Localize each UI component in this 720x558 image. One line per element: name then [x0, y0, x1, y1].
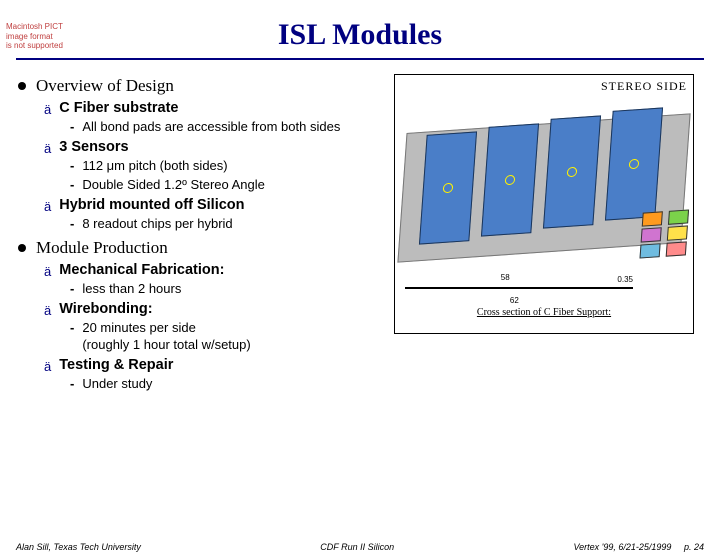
content-row: Overview of Design ä C Fiber substrate -…	[0, 60, 720, 392]
cross-section-label: Cross section of C Fiber Support:	[395, 307, 693, 318]
dash-icon: -	[70, 177, 74, 192]
dash-icon: -	[70, 158, 74, 173]
bullet-icon	[18, 244, 26, 252]
pict-warning: Macintosh PICT image format is not suppo…	[6, 22, 63, 51]
item-label: Wirebonding:	[59, 301, 152, 317]
sensor-shape	[481, 123, 539, 236]
item-label: C Fiber substrate	[59, 100, 178, 116]
dash-icon: -	[70, 119, 74, 134]
sub-item: - Double Sided 1.2º Stereo Angle	[70, 177, 384, 193]
hybrid-pad	[642, 211, 663, 226]
marker-icon	[567, 167, 578, 178]
item: ä Wirebonding:	[44, 301, 384, 318]
sub-text: 112 μm pitch (both sides)	[82, 158, 227, 174]
sub-text: Under study	[82, 376, 152, 392]
item: ä Testing & Repair	[44, 357, 384, 374]
arrow-icon: ä	[44, 102, 51, 117]
item: ä Mechanical Fabrication:	[44, 262, 384, 279]
hybrid-pads	[639, 209, 689, 266]
footer-center: CDF Run II Silicon	[320, 542, 394, 552]
arrow-icon: ä	[44, 359, 51, 374]
dim-label: 62	[510, 296, 519, 305]
sub-item: - 8 readout chips per hybrid	[70, 216, 384, 232]
sub-item: - Under study	[70, 376, 384, 392]
footer-left: Alan Sill, Texas Tech University	[16, 542, 141, 552]
item: ä Hybrid mounted off Silicon	[44, 197, 384, 214]
sub-text: 8 readout chips per hybrid	[82, 216, 232, 232]
arrow-icon: ä	[44, 303, 51, 318]
arrow-icon: ä	[44, 199, 51, 214]
hybrid-pad	[668, 209, 689, 224]
sub-text: All bond pads are accessible from both s…	[82, 119, 340, 135]
section-heading: Module Production	[14, 238, 384, 258]
sensor-shape	[419, 131, 477, 244]
stereo-side-label: STEREO SIDE	[601, 79, 687, 94]
sensor-shape	[605, 107, 663, 220]
item-label: Testing & Repair	[59, 357, 173, 373]
dash-icon: -	[70, 281, 74, 296]
section-heading: Overview of Design	[14, 76, 384, 96]
module-3d	[403, 93, 685, 263]
arrow-icon: ä	[44, 141, 51, 156]
dash-icon: -	[70, 376, 74, 391]
footer-date: Vertex '99, 6/21-25/1999	[573, 542, 671, 552]
marker-icon	[443, 183, 454, 194]
item-label: Mechanical Fabrication:	[59, 262, 224, 278]
bullet-icon	[18, 82, 26, 90]
sub-item: - 20 minutes per side (roughly 1 hour to…	[70, 320, 384, 353]
hybrid-pad	[641, 227, 662, 242]
sensor-shape	[543, 115, 601, 228]
section-text: Overview of Design	[36, 76, 174, 96]
sub-text: 20 minutes per side (roughly 1 hour tota…	[82, 320, 250, 353]
arrow-icon: ä	[44, 264, 51, 279]
cross-section: 58 0.35 62	[405, 273, 633, 301]
warn-l3: is not supported	[6, 41, 63, 51]
marker-icon	[505, 175, 516, 186]
dash-icon: -	[70, 320, 74, 335]
dim-label: 58	[501, 273, 510, 282]
footer-page: p. 24	[684, 542, 704, 552]
item: ä 3 Sensors	[44, 139, 384, 156]
sub-item: - less than 2 hours	[70, 281, 384, 297]
warn-l1: Macintosh PICT	[6, 22, 63, 32]
sub-item: - 112 μm pitch (both sides)	[70, 158, 384, 174]
outline-column: Overview of Design ä C Fiber substrate -…	[14, 70, 384, 392]
footer-right: Vertex '99, 6/21-25/1999 p. 24	[573, 542, 704, 552]
hybrid-pad	[639, 243, 660, 258]
hybrid-pad	[667, 225, 688, 240]
cross-line	[405, 287, 633, 289]
page-title: ISL Modules	[0, 18, 720, 52]
sub-item: - All bond pads are accessible from both…	[70, 119, 384, 135]
item: ä C Fiber substrate	[44, 100, 384, 117]
sub-text: less than 2 hours	[82, 281, 181, 297]
hybrid-pad	[666, 241, 687, 256]
warn-l2: image format	[6, 32, 63, 42]
dim-label: 0.35	[617, 275, 633, 284]
figure-column: STEREO SIDE 58 0.35	[384, 70, 694, 392]
section-text: Module Production	[36, 238, 168, 258]
dash-icon: -	[70, 216, 74, 231]
marker-icon	[629, 159, 640, 170]
module-diagram: STEREO SIDE 58 0.35	[394, 74, 694, 334]
item-label: 3 Sensors	[59, 139, 128, 155]
item-label: Hybrid mounted off Silicon	[59, 197, 244, 213]
slide-footer: Alan Sill, Texas Tech University CDF Run…	[0, 542, 720, 552]
sub-text: Double Sided 1.2º Stereo Angle	[82, 177, 265, 193]
